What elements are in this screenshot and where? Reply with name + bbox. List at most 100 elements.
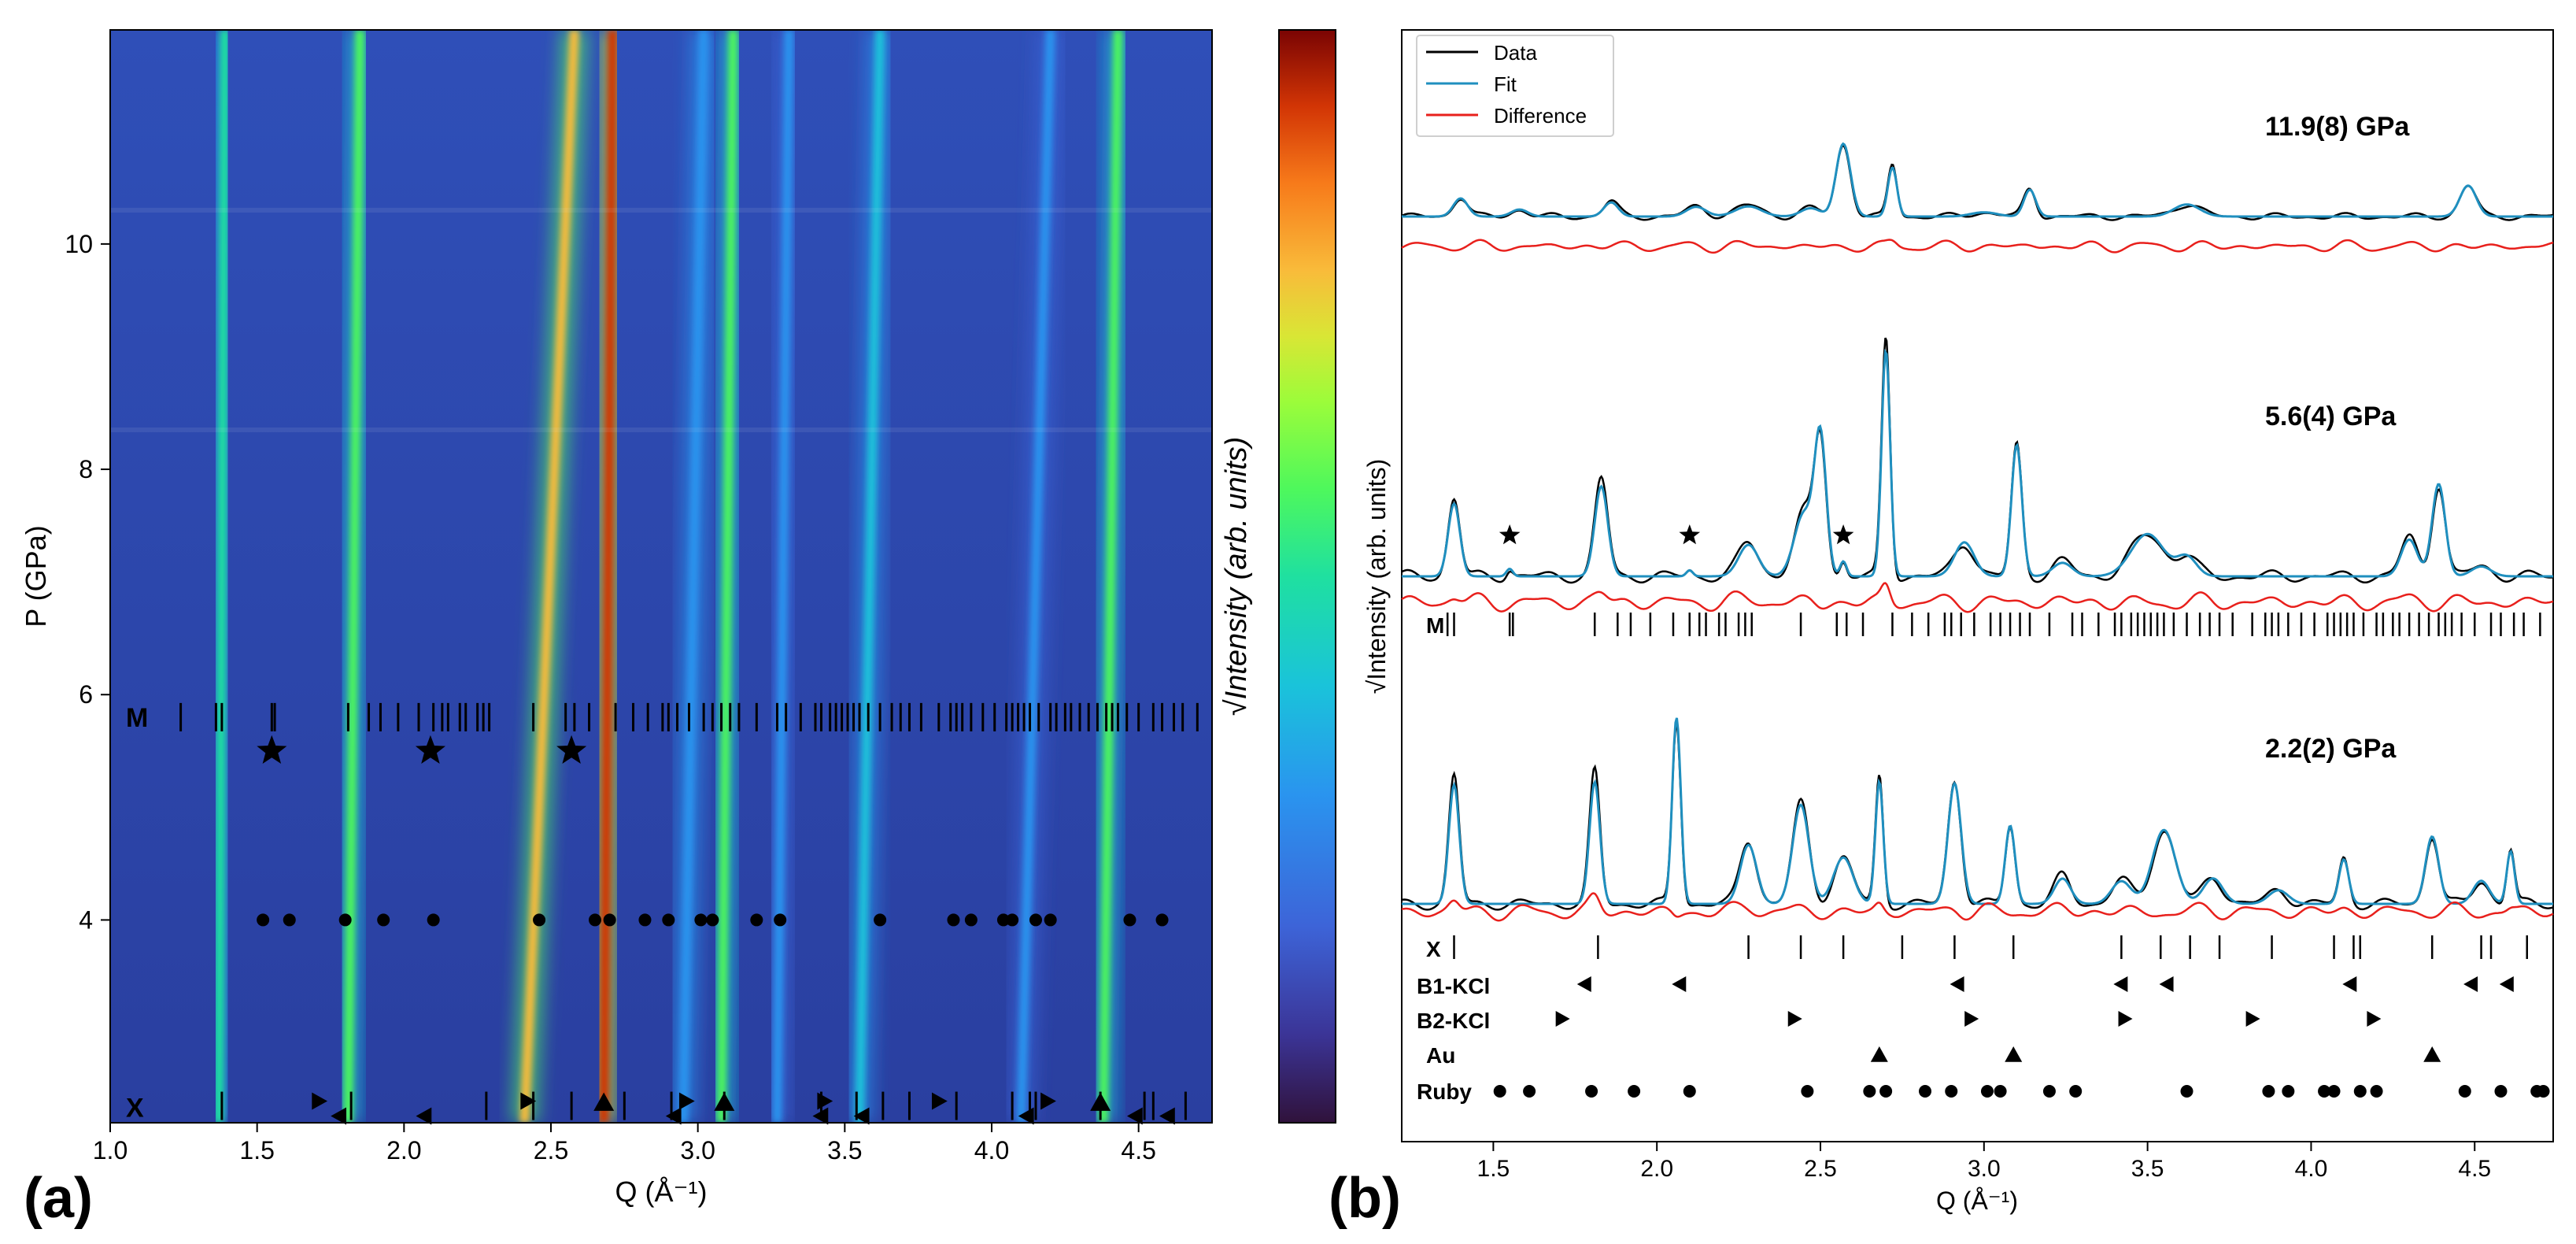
- ruby-marker: [996, 913, 1010, 927]
- b1-kcl-marker: [1018, 1107, 1034, 1125]
- difference-series-line: [1401, 892, 2554, 922]
- phase-label-b2-kcl: B2-KCl: [1417, 1009, 1490, 1033]
- pressure-label-2: 5.6(4) GPa: [2265, 402, 2397, 431]
- ruby-marker: [2318, 1085, 2331, 1098]
- ruby-marker: [2282, 1085, 2295, 1098]
- heatmap-trace-core: [599, 30, 618, 1123]
- legend-difference-label: Difference: [1494, 104, 1587, 128]
- colorbar-label: √Intensity (arb. units): [1220, 437, 1253, 716]
- x-tick-label: 1.0: [93, 1136, 128, 1164]
- y-tick-label: 10: [65, 230, 93, 258]
- panel-b-label: (b): [1329, 1167, 1401, 1230]
- ruby-marker: [947, 913, 960, 927]
- b1-kcl-marker: [1159, 1107, 1175, 1125]
- x-tick-label: 3.0: [680, 1136, 715, 1164]
- ruby-marker: [589, 913, 601, 927]
- b2-kcl-marker: [1964, 1011, 1979, 1027]
- ruby-marker: [2494, 1085, 2508, 1098]
- b1-kcl-marker: [853, 1107, 870, 1125]
- b2-kcl-marker: [2118, 1011, 2133, 1027]
- phase-tick-rows: [1446, 613, 2550, 1098]
- ruby-marker: [1994, 1085, 2007, 1098]
- panel-a-xlabel: Q (Å⁻¹): [615, 1176, 708, 1208]
- b2-kcl-marker: [678, 1092, 695, 1110]
- ruby-marker: [427, 913, 440, 927]
- heatmap-trace-core: [716, 30, 738, 1123]
- y-tick-label: 6: [79, 680, 93, 709]
- heatmap-trace-core: [214, 30, 230, 1123]
- ruby-marker: [1523, 1085, 1536, 1098]
- row-label-x: X: [126, 1094, 144, 1124]
- heatmap-trace-core: [1098, 30, 1123, 1123]
- difference-series-line: [1401, 582, 2554, 613]
- b2-kcl-marker: [1040, 1092, 1056, 1110]
- au-marker: [1870, 1046, 1888, 1062]
- heatmap-trace-core: [519, 30, 579, 1123]
- star-marker: [257, 735, 287, 764]
- b1-kcl-marker: [812, 1107, 829, 1125]
- ruby-marker: [1493, 1085, 1506, 1098]
- ruby-marker: [694, 913, 708, 927]
- ruby-marker: [257, 913, 270, 927]
- ruby-marker: [2069, 1085, 2083, 1098]
- ruby-marker: [2370, 1085, 2383, 1098]
- b1-kcl-marker: [1672, 976, 1687, 992]
- ruby-marker: [1628, 1085, 1641, 1098]
- ruby-marker: [2537, 1085, 2550, 1098]
- b1-kcl-marker: [416, 1107, 432, 1125]
- x-tick-label: 2.0: [386, 1136, 421, 1164]
- b1-kcl-marker: [2113, 976, 2128, 992]
- pressure-step-band: [110, 427, 1212, 432]
- ruby-marker: [874, 913, 887, 927]
- ruby-marker: [1980, 1085, 1994, 1098]
- star-marker: [1499, 524, 1521, 545]
- legend-box: [1416, 35, 1614, 137]
- x-tick-label: 3.5: [827, 1136, 862, 1164]
- ruby-marker: [1919, 1085, 1931, 1098]
- x-tick-label: 2.5: [1804, 1156, 1837, 1182]
- phase-label-au: Au: [1426, 1043, 1455, 1068]
- x-tick-label: 3.5: [2131, 1156, 2164, 1182]
- legend: Data Fit Difference: [1416, 35, 1614, 137]
- b2-kcl-marker: [932, 1092, 948, 1110]
- ruby-marker: [283, 913, 296, 927]
- phase-label-m: M: [1426, 613, 1444, 638]
- au-marker: [2005, 1046, 2023, 1062]
- ruby-marker: [662, 913, 675, 927]
- au-marker: [2423, 1046, 2441, 1062]
- ruby-marker: [1683, 1085, 1696, 1098]
- b2-kcl-marker: [1555, 1011, 1570, 1027]
- heatmap-frame: [109, 29, 1213, 1124]
- b2-kcl-marker: [520, 1092, 537, 1110]
- legend-data-label: Data: [1494, 41, 1537, 65]
- ruby-marker: [2327, 1085, 2341, 1098]
- ruby-marker: [1801, 1085, 1814, 1098]
- ruby-marker: [1044, 913, 1057, 927]
- b2-kcl-marker: [312, 1092, 328, 1110]
- pattern-frame: [1401, 29, 2554, 1142]
- au-marker: [714, 1092, 735, 1111]
- ruby-marker: [1006, 913, 1019, 927]
- panel-b-xlabel: Q (Å⁻¹): [1936, 1187, 2018, 1215]
- y-tick-label: 8: [79, 455, 93, 483]
- ruby-marker: [1863, 1085, 1876, 1098]
- panel-a-ylabel: P (GPa): [20, 525, 52, 627]
- ruby-marker: [750, 913, 763, 927]
- pressure-label-1: 11.9(8) GPa: [2265, 112, 2410, 142]
- ruby-marker: [638, 913, 652, 927]
- b2-kcl-marker: [2245, 1011, 2260, 1027]
- x-tick-label: 4.5: [1121, 1136, 1155, 1164]
- b1-kcl-marker: [1950, 976, 1964, 992]
- heatmap-trace-core: [855, 30, 885, 1123]
- diffraction-patterns: [1401, 142, 2554, 922]
- b1-kcl-marker: [2463, 976, 2478, 992]
- ruby-marker: [2458, 1085, 2471, 1098]
- phase-label-x: X: [1426, 937, 1441, 961]
- pressure-label-3: 2.2(2) GPa: [2265, 734, 2397, 764]
- fit-series-line: [1402, 142, 2553, 218]
- b1-kcl-marker: [2342, 976, 2357, 992]
- x-tick-label: 4.0: [2295, 1156, 2328, 1182]
- heatmap-trace-core: [772, 30, 794, 1123]
- row-label-m: M: [126, 703, 148, 733]
- ruby-marker: [1945, 1085, 1958, 1098]
